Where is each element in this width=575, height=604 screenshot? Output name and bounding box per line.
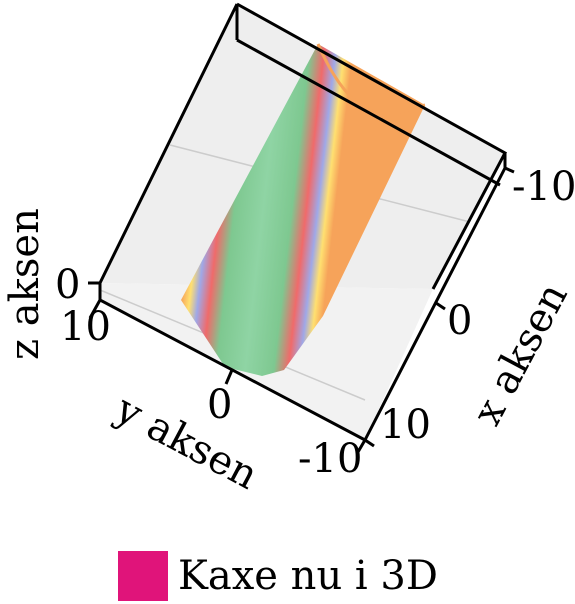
y-tick-label: 0: [207, 382, 232, 428]
legend-swatch: [118, 551, 168, 601]
legend: Kaxe nu i 3D: [118, 548, 438, 604]
y-tick-label: 10: [60, 304, 111, 350]
z-tick-label: 0: [55, 262, 80, 308]
tick-marks: [88, 166, 515, 453]
y-tick-label: -10: [298, 436, 362, 482]
z-axis-label: z aksen: [2, 208, 48, 360]
tick-labels: -10 0 10 10 0 -10 0: [55, 164, 575, 482]
x-axis-label: x aksen: [464, 276, 575, 433]
legend-label: Kaxe nu i 3D: [178, 553, 438, 599]
surface-band: [181, 44, 425, 376]
y-axis-label: y aksen: [107, 386, 265, 499]
surface: [181, 43, 426, 376]
x-tick-label: -10: [512, 164, 575, 210]
x-tick-label: 0: [447, 298, 472, 344]
x-tick-label: 10: [380, 402, 431, 448]
box-edges: [98, 2, 508, 442]
surface-rim: [316, 43, 426, 115]
